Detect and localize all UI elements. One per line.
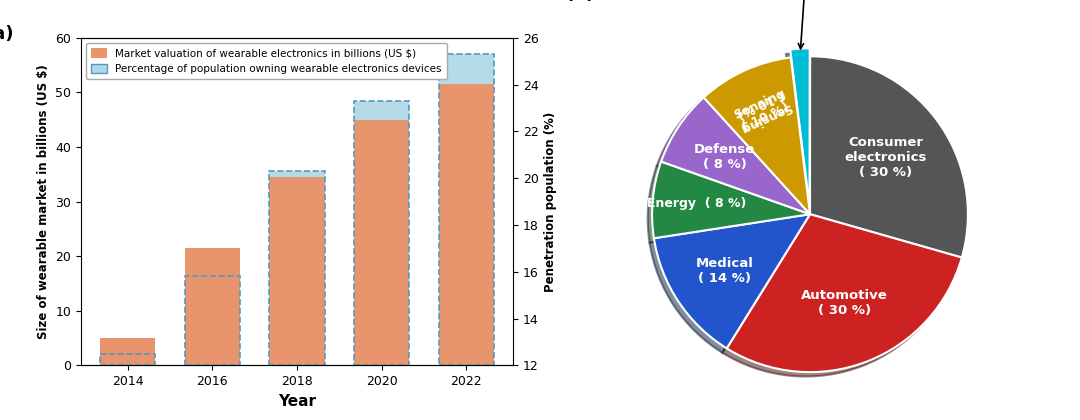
Text: Sensing
( 10 %): Sensing ( 10 %) [731,87,794,135]
Text: Energy  ( 8 %): Energy ( 8 %) [647,197,746,210]
Bar [185,276,240,365]
Legend: Market valuation of wearable electronics in billions (US $), Percentage of popul: Market valuation of wearable electronics… [86,43,447,79]
Text: Medical
( 14 %): Medical ( 14 %) [696,257,754,285]
Bar [270,177,324,365]
Text: Others (2%): Others (2%) [760,0,850,49]
Bar [185,276,240,365]
Wedge shape [652,162,810,238]
Text: Sensing
( 10 %): Sensing ( 10 %) [731,87,794,135]
Wedge shape [653,214,810,348]
Text: Consumer
electronics
( 30 %): Consumer electronics ( 30 %) [845,136,927,178]
Text: (a): (a) [0,25,14,43]
Bar [100,338,156,365]
Bar [354,101,409,365]
Wedge shape [704,58,810,214]
Text: Automotive
( 30 %): Automotive ( 30 %) [800,289,888,317]
Y-axis label: Size of wearable market in billions (US $): Size of wearable market in billions (US … [37,64,50,339]
Wedge shape [661,97,810,214]
Bar [438,84,494,365]
Wedge shape [810,56,968,257]
Text: Defense
( 8 %): Defense ( 8 %) [693,143,755,171]
Text: (b): (b) [565,0,595,3]
Bar [185,248,240,365]
Wedge shape [727,214,962,372]
Bar [100,354,156,365]
X-axis label: Year: Year [278,394,316,409]
Bar [100,354,156,365]
Y-axis label: Penetration population (%): Penetration population (%) [544,111,557,292]
Bar [354,120,409,365]
Bar [438,54,494,365]
Bar [270,171,324,365]
Bar [438,54,494,365]
Bar [270,171,324,365]
Bar [354,101,409,365]
Wedge shape [791,48,810,206]
